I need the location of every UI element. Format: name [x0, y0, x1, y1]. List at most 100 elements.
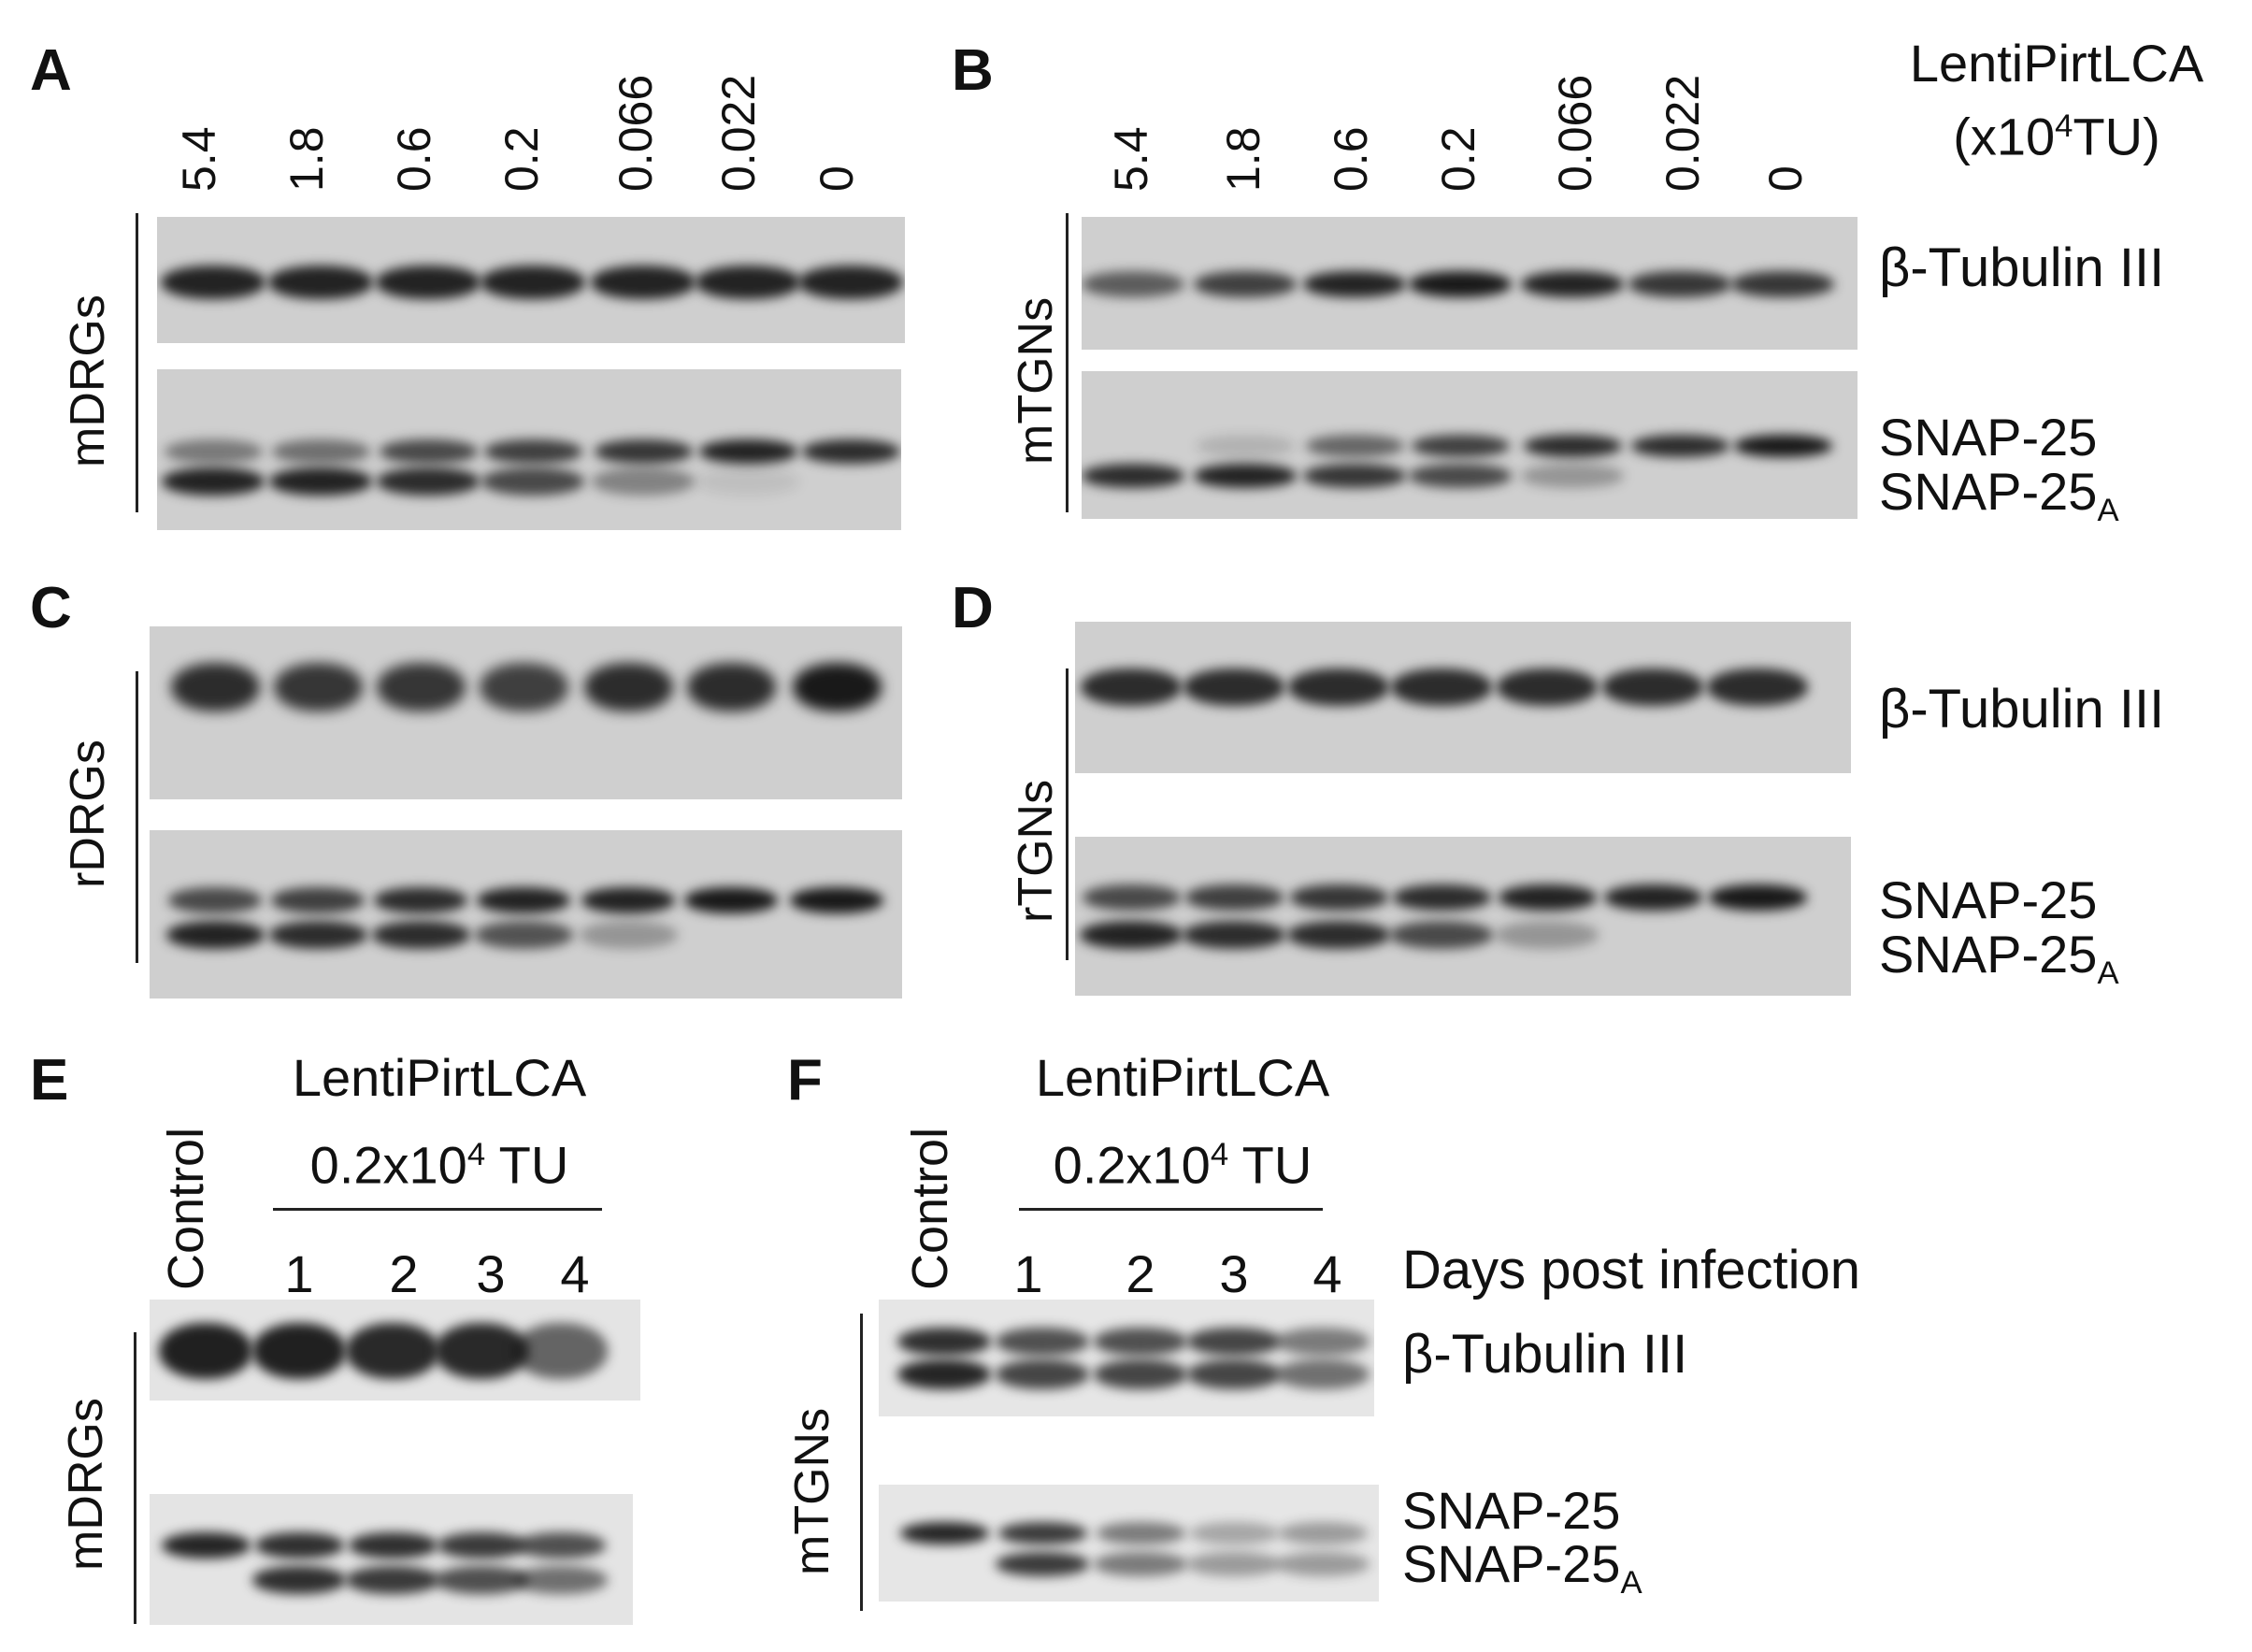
blot-band [1187, 1359, 1281, 1389]
lane-label: 0 [810, 165, 863, 192]
blot-band [164, 439, 263, 464]
blot-band [481, 266, 585, 299]
blot-band [1276, 1552, 1370, 1576]
treatment-label: LentiPirtLCA [1909, 34, 2204, 93]
blot-band [165, 921, 265, 949]
blot-band [1276, 1328, 1370, 1356]
panel-label-f: F [787, 1048, 823, 1113]
blot-c-snap25 [150, 830, 902, 998]
day-label: 2 [1126, 1244, 1155, 1303]
blot-band [516, 1532, 606, 1559]
protein-label: SNAP-25A [1402, 1534, 1642, 1602]
days-post-infection-label: Days post infection [1402, 1240, 1861, 1300]
blot-band [1707, 668, 1808, 706]
protein-label: SNAP-25A [1879, 925, 2119, 992]
row-label-mtgns-f: mTGNs [785, 1407, 839, 1575]
blot-band [1183, 668, 1284, 706]
blot-band [1708, 884, 1807, 911]
panel-label-b: B [952, 38, 994, 103]
panel-label-c: C [30, 576, 72, 640]
lane-label: 1.8 [1217, 126, 1269, 192]
blot-band [1630, 435, 1729, 457]
lane-label: 0.022 [712, 74, 765, 192]
blot-band [376, 266, 481, 299]
row-bracket [136, 671, 138, 963]
blot-band [374, 887, 467, 913]
lane-label-control: Control [158, 1127, 214, 1290]
blot-band [170, 663, 260, 711]
blot-band [1390, 921, 1493, 949]
lane-label: 5.4 [173, 126, 225, 192]
blot-band [1081, 668, 1182, 706]
lane-label: 0.6 [388, 126, 440, 192]
blot-band [252, 1566, 346, 1594]
blot-band [271, 439, 370, 464]
blot-band [897, 1359, 991, 1389]
blot-band [1602, 668, 1703, 706]
day-label: 2 [389, 1244, 419, 1303]
blot-band [1409, 271, 1512, 297]
blot-band [1196, 435, 1295, 457]
blot-band [1521, 271, 1624, 297]
blot-band [1731, 271, 1834, 297]
blot-band [581, 887, 675, 913]
blot-c-tubulin [150, 626, 902, 799]
blot-band [592, 467, 695, 496]
blot-band [1496, 921, 1599, 949]
blot-band [897, 1328, 991, 1356]
dose-label: 0.2x104 TU [1053, 1135, 1312, 1195]
blot-band [1392, 884, 1491, 911]
blot-b-tubulin [1082, 217, 1858, 350]
blot-band [696, 266, 800, 299]
blot-band [792, 663, 882, 711]
blot-band [435, 1323, 528, 1379]
blot-f-tubulin [879, 1300, 1374, 1416]
blot-band [1628, 271, 1731, 297]
lane-label: 0.2 [495, 126, 548, 192]
blot-band [996, 1359, 1089, 1389]
blot-band [252, 1323, 346, 1379]
blot-band [1287, 921, 1390, 949]
blot-band [1409, 464, 1512, 488]
blot-band [377, 467, 480, 496]
blot-band [801, 439, 900, 464]
blot-band [1278, 1522, 1368, 1544]
blot-band [1411, 435, 1510, 457]
blot-band [1289, 884, 1388, 911]
lane-label: 1.8 [280, 126, 333, 192]
day-label: 1 [284, 1244, 314, 1303]
blot-band [1498, 884, 1597, 911]
protein-label: SNAP-25 [1879, 408, 2098, 467]
lane-label: 5.4 [1105, 126, 1157, 192]
blot-band [1497, 668, 1598, 706]
row-bracket [134, 1332, 136, 1624]
blot-band [268, 921, 367, 949]
row-bracket [1066, 668, 1069, 960]
blot-d-tubulin [1075, 622, 1851, 773]
protein-label: SNAP-25 [1879, 870, 2098, 929]
blot-band [273, 663, 363, 711]
blot-e-snap25 [150, 1494, 633, 1625]
lane-label: 0.066 [1549, 74, 1601, 192]
blot-band [254, 1532, 344, 1559]
blot-band [346, 1566, 439, 1594]
row-label-mdrgs: mDRGs [61, 294, 115, 467]
lane-label-control: Control [902, 1127, 958, 1290]
blot-band [346, 1323, 439, 1379]
blot-b-snap25 [1082, 371, 1858, 519]
blot-band [483, 439, 582, 464]
row-bracket [860, 1314, 863, 1611]
protein-label: β-Tubulin III [1879, 237, 2165, 298]
blot-band [996, 1552, 1089, 1576]
blot-band [899, 1522, 989, 1544]
blot-band [1187, 1328, 1281, 1356]
blot-band [1082, 884, 1181, 911]
blot-band [1288, 668, 1389, 706]
blot-e-tubulin [150, 1300, 640, 1401]
panel-label-e: E [30, 1048, 69, 1113]
blot-band [1276, 1359, 1370, 1389]
day-label: 1 [1013, 1244, 1043, 1303]
blot-band [1082, 464, 1184, 488]
blot-band [698, 439, 797, 464]
